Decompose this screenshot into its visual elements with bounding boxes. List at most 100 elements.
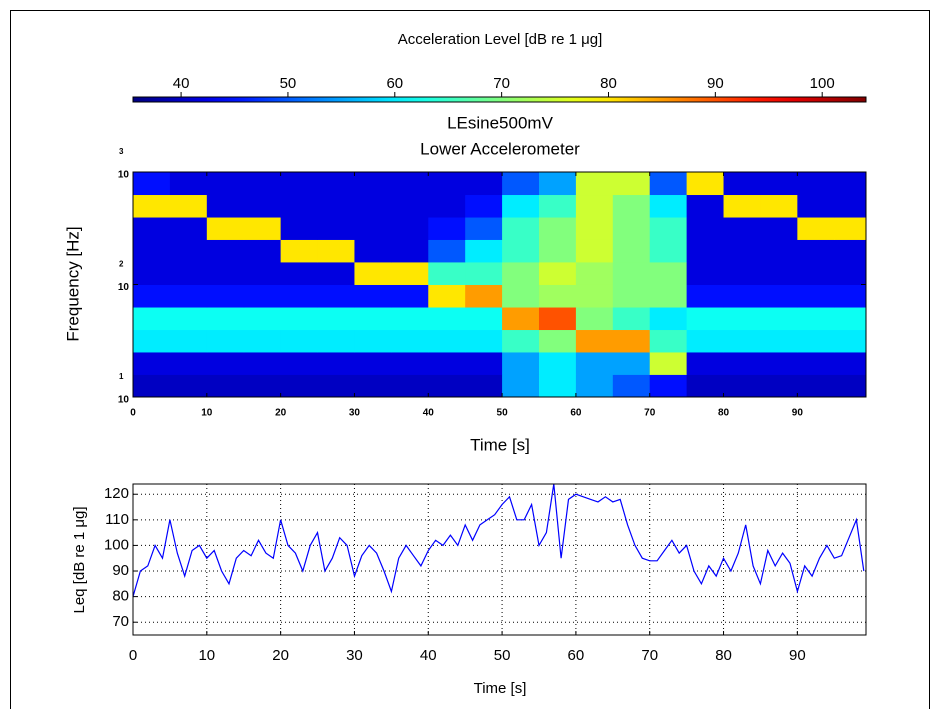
heatmap-cell — [612, 172, 651, 196]
heatmap-cell — [243, 172, 282, 196]
heatmap-cell — [502, 284, 540, 308]
x-tick-label: 0 — [130, 408, 136, 419]
heatmap-cell — [502, 329, 540, 353]
chart-subtitle: Lower Accelerometer — [420, 139, 580, 158]
heatmap-cell — [649, 307, 688, 331]
x-tick-label: 90 — [792, 408, 804, 419]
chart-title: LEsine500mV — [447, 113, 554, 132]
heatmap-cell — [354, 351, 392, 375]
heatmap-cell — [243, 239, 282, 263]
heatmap-cell — [575, 261, 614, 285]
y-tick-label: 10 — [118, 282, 130, 293]
heatmap-cell — [206, 284, 245, 308]
heatmap-cell — [612, 307, 651, 331]
heatmap-cell — [834, 284, 866, 308]
heatmap-cell — [797, 374, 835, 397]
x-tick-label: 10 — [201, 408, 213, 419]
heatmap-cell — [502, 172, 540, 196]
x-tick-label: 30 — [349, 408, 361, 419]
heatmap-cell — [354, 194, 392, 218]
x-axis-label: Time [s] — [474, 680, 527, 697]
heatmap-cell — [465, 307, 503, 331]
heatmap-cell — [465, 239, 503, 263]
colorbar-tick-label: 60 — [386, 75, 403, 92]
heatmap-cell — [206, 239, 245, 263]
heatmap-cell — [169, 351, 208, 375]
heatmap-cell — [760, 307, 798, 331]
heatmap-cell — [834, 351, 866, 375]
heatmap-cell — [391, 351, 429, 375]
heatmap-cell — [723, 172, 761, 196]
heatmap-cell — [243, 217, 282, 240]
heatmap-cell — [686, 351, 725, 375]
heatmap-cell — [612, 194, 651, 218]
heatmap-cell — [575, 217, 614, 240]
heatmap-cell — [169, 217, 208, 240]
heatmap-cell — [428, 172, 466, 196]
x-tick-label: 70 — [641, 647, 658, 664]
heatmap-cell — [317, 329, 355, 353]
heatmap-cell — [723, 329, 761, 353]
heatmap-cell — [723, 194, 761, 218]
heatmap-cell — [428, 307, 466, 331]
heatmap-cell — [834, 307, 866, 331]
heatmap-cell — [538, 261, 577, 285]
heatmap-cell — [686, 261, 725, 285]
heatmap-cell — [575, 374, 614, 397]
heatmap-cell — [428, 284, 466, 308]
heatmap-cell — [206, 329, 245, 353]
heatmap-cell — [465, 351, 503, 375]
colorbar-label: Acceleration Level [dB re 1 μg] — [398, 31, 603, 48]
heatmap-cell — [428, 329, 466, 353]
x-tick-label: 70 — [644, 408, 656, 419]
heatmap-cell — [723, 307, 761, 331]
heatmap-cell — [280, 217, 319, 240]
heatmap-cell — [723, 239, 761, 263]
heatmap-cell — [575, 351, 614, 375]
x-tick-label: 80 — [718, 408, 730, 419]
heatmap-cell — [206, 374, 245, 397]
heatmap-cell — [206, 307, 245, 331]
heatmap-cell — [354, 284, 392, 308]
colorbar-tick-label: 100 — [810, 75, 835, 92]
heatmap-cell — [834, 217, 866, 240]
heatmap-cell — [797, 307, 835, 331]
heatmap-cell — [686, 284, 725, 308]
heatmap-cell — [538, 172, 577, 196]
heatmap-cell — [760, 351, 798, 375]
heatmap-cell — [354, 217, 392, 240]
heatmap-cell — [612, 329, 651, 353]
heatmap-cell — [612, 351, 651, 375]
heatmap-cell — [538, 351, 577, 375]
heatmap-cell — [280, 351, 319, 375]
heatmap-cell — [538, 307, 577, 331]
heatmap-cell — [502, 194, 540, 218]
heatmap-cell — [760, 194, 798, 218]
heatmap-cell — [834, 261, 866, 285]
heatmap-cell — [243, 307, 282, 331]
heatmap-cell — [465, 284, 503, 308]
heatmap-cell — [133, 307, 171, 331]
heatmap-cell — [317, 172, 355, 196]
heatmap-cell — [575, 307, 614, 331]
heatmap-cell — [169, 329, 208, 353]
colorbar-tick-label: 90 — [707, 75, 724, 92]
heatmap-cell — [612, 374, 651, 397]
heatmap-cell — [797, 284, 835, 308]
heatmap-cell — [686, 239, 725, 263]
heatmap-cell — [391, 307, 429, 331]
y-tick-label: 80 — [112, 588, 129, 605]
heatmap-cell — [575, 172, 614, 196]
heatmap-cell — [133, 329, 171, 353]
x-tick-label: 40 — [420, 647, 437, 664]
colorbar-tick-label: 80 — [600, 75, 617, 92]
heatmap-cell — [834, 239, 866, 263]
heatmap-cell — [649, 351, 688, 375]
heatmap-cell — [280, 374, 319, 397]
heatmap-cell — [723, 351, 761, 375]
heatmap-cell — [243, 351, 282, 375]
heatmap-cell — [502, 239, 540, 263]
heatmap-cell — [797, 351, 835, 375]
x-tick-label: 60 — [570, 408, 582, 419]
heatmap-cell — [391, 261, 429, 285]
